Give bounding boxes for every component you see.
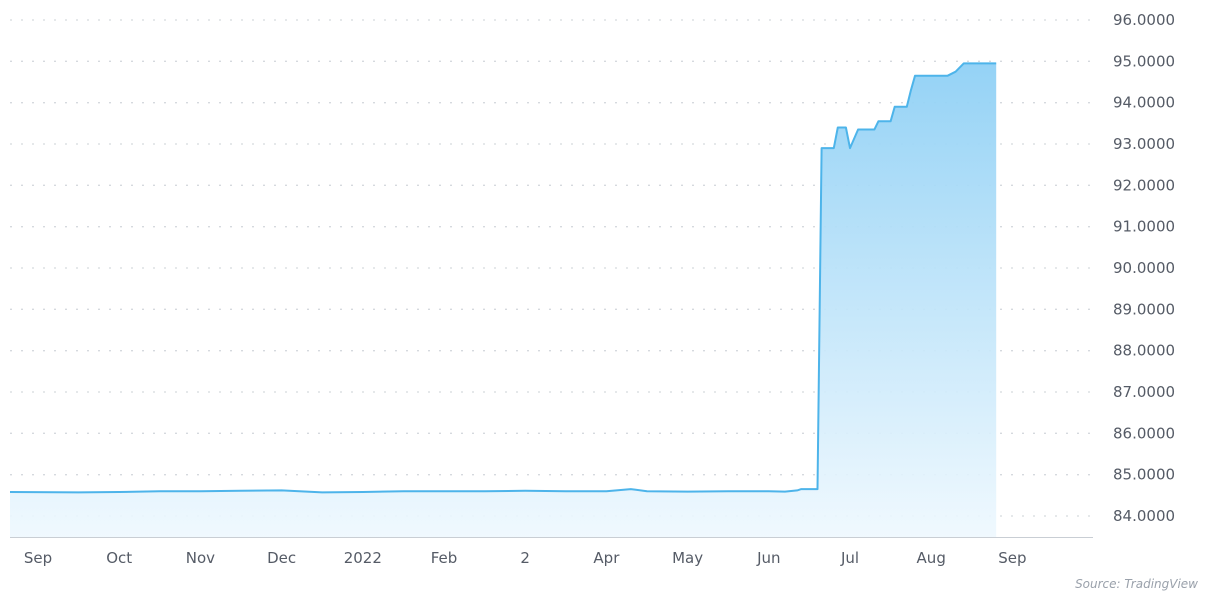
series-area	[9, 62, 997, 538]
area-fill	[10, 63, 997, 538]
x-tick-label: 2022	[344, 549, 382, 567]
series-line	[9, 62, 997, 494]
y-axis-ticks: 84.0000 85.0000 86.0000 87.0000 88.0000 89.00…	[1113, 11, 1175, 525]
y-tick-label: 95.0000	[1113, 52, 1175, 70]
x-tick-label: 2	[520, 549, 530, 567]
x-tick-label: Sep	[998, 549, 1026, 567]
y-tick-label: 84.0000	[1113, 507, 1175, 525]
source-note: Source: TradingView	[1075, 577, 1198, 591]
y-tick-label: 91.0000	[1113, 218, 1175, 236]
y-tick-label: 89.0000	[1113, 300, 1175, 318]
x-tick-label: Dec	[267, 549, 296, 567]
x-tick-label: Jul	[840, 549, 859, 567]
y-tick-label: 93.0000	[1113, 135, 1175, 153]
y-tick-label: 92.0000	[1113, 176, 1175, 194]
y-tick-label: 90.0000	[1113, 259, 1175, 277]
x-tick-label: Aug	[917, 549, 946, 567]
x-tick-label: Jun	[756, 549, 780, 567]
x-tick-label: Apr	[593, 549, 620, 567]
y-tick-label: 87.0000	[1113, 383, 1175, 401]
x-tick-label: Oct	[106, 549, 132, 567]
x-tick-label: Nov	[186, 549, 215, 567]
y-tick-label: 94.0000	[1113, 94, 1175, 112]
x-tick-label: Feb	[431, 549, 458, 567]
y-tick-label: 96.0000	[1113, 11, 1175, 29]
y-tick-label: 85.0000	[1113, 466, 1175, 484]
y-tick-label: 86.0000	[1113, 424, 1175, 442]
x-axis-ticks: Sep Oct Nov Dec 2022 Feb 2 Apr May Jun Jul Aug Sep	[24, 549, 1027, 567]
y-tick-label: 88.0000	[1113, 342, 1175, 360]
x-tick-label: May	[672, 549, 703, 567]
x-tick-label: Sep	[24, 549, 52, 567]
